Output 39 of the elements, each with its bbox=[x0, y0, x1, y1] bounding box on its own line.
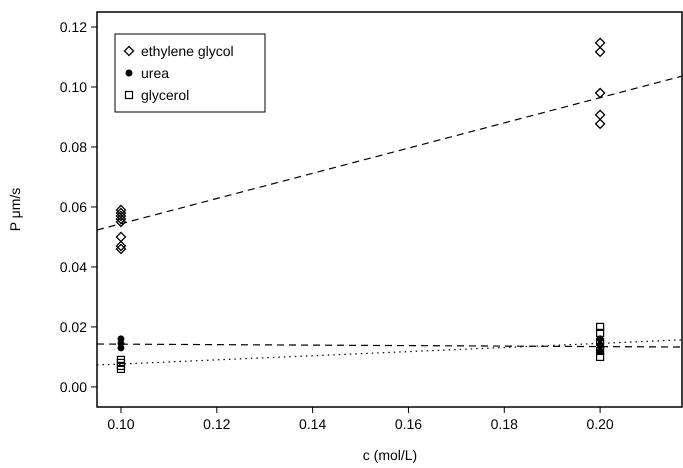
x-tick-label: 0.16 bbox=[394, 416, 422, 432]
x-tick-label: 0.12 bbox=[203, 416, 231, 432]
point bbox=[596, 338, 604, 346]
x-axis-title: c (mol/L) bbox=[362, 447, 418, 463]
y-tick-label: 0.08 bbox=[60, 138, 88, 155]
point bbox=[116, 356, 126, 364]
point bbox=[594, 110, 606, 120]
point bbox=[116, 244, 126, 254]
point bbox=[594, 88, 606, 98]
legend-label: glycerol bbox=[141, 86, 190, 103]
point bbox=[116, 204, 126, 216]
x-tick-label: 0.20 bbox=[586, 416, 614, 432]
y-tick-label: 0.06 bbox=[60, 198, 88, 215]
point bbox=[594, 38, 606, 48]
x-tick-label: 0.18 bbox=[490, 416, 518, 432]
y-tick-label: 0.10 bbox=[60, 78, 88, 95]
x-tick-label: 0.14 bbox=[298, 416, 326, 432]
y-tick-label: 0.04 bbox=[60, 258, 88, 275]
legend-label: urea bbox=[141, 64, 170, 81]
point bbox=[596, 352, 604, 362]
point bbox=[116, 240, 126, 252]
y-tick-label: 0.02 bbox=[60, 318, 88, 335]
point bbox=[116, 208, 126, 218]
y-tick-label: 0.12 bbox=[60, 18, 88, 35]
x-tick-label: 0.10 bbox=[107, 416, 135, 432]
point bbox=[594, 118, 606, 130]
point bbox=[596, 328, 604, 338]
point bbox=[594, 46, 606, 58]
point bbox=[596, 322, 604, 332]
legend-label: ethylene glycol bbox=[141, 42, 234, 59]
point bbox=[116, 216, 126, 228]
y-axis-title: P μm/s bbox=[7, 188, 23, 232]
point bbox=[116, 214, 126, 224]
point bbox=[116, 362, 126, 370]
y-tick-label: 0.00 bbox=[60, 378, 88, 395]
point bbox=[116, 358, 126, 368]
point bbox=[116, 364, 126, 374]
point bbox=[116, 210, 126, 222]
point bbox=[116, 232, 126, 242]
